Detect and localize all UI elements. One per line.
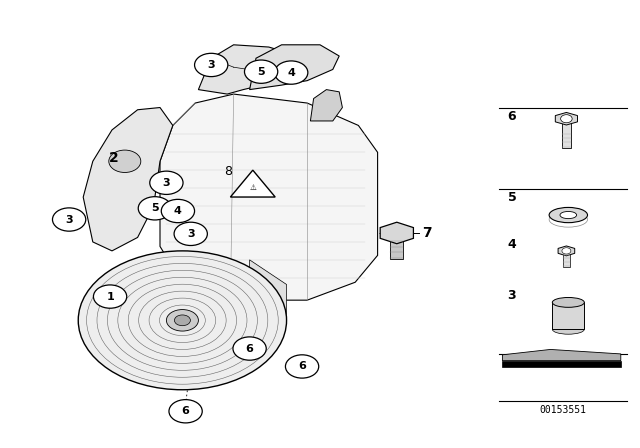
Circle shape [561, 115, 572, 123]
Polygon shape [230, 170, 275, 197]
Text: 4: 4 [174, 206, 182, 216]
Circle shape [195, 53, 228, 77]
Text: 5: 5 [257, 67, 265, 77]
Polygon shape [502, 349, 621, 361]
Ellipse shape [166, 310, 198, 331]
Text: 6: 6 [298, 362, 306, 371]
Polygon shape [310, 90, 342, 121]
Polygon shape [160, 94, 378, 300]
Text: 4: 4 [508, 237, 516, 251]
Ellipse shape [552, 297, 584, 307]
Text: 5: 5 [151, 203, 159, 213]
Text: 3: 3 [163, 178, 170, 188]
Ellipse shape [174, 315, 191, 326]
Circle shape [275, 61, 308, 84]
Text: 1: 1 [106, 292, 114, 302]
Polygon shape [198, 45, 298, 94]
Text: 4: 4 [287, 68, 295, 78]
Text: 6: 6 [182, 406, 189, 416]
Circle shape [169, 400, 202, 423]
Text: 3: 3 [65, 215, 73, 224]
Circle shape [174, 222, 207, 246]
Text: 6: 6 [246, 344, 253, 353]
Polygon shape [250, 45, 339, 90]
Polygon shape [83, 108, 173, 251]
Bar [502, 361, 621, 367]
Ellipse shape [560, 211, 577, 219]
Circle shape [109, 150, 141, 172]
Circle shape [562, 248, 571, 254]
Ellipse shape [552, 324, 584, 334]
Text: 5: 5 [508, 190, 516, 204]
Bar [390, 233, 403, 259]
Bar [552, 302, 584, 329]
Text: 8: 8 [224, 164, 232, 178]
Ellipse shape [549, 207, 588, 223]
Circle shape [233, 337, 266, 360]
Circle shape [93, 285, 127, 308]
Polygon shape [558, 246, 575, 256]
Polygon shape [250, 260, 287, 320]
Ellipse shape [78, 251, 287, 390]
Circle shape [244, 60, 278, 83]
Text: 2: 2 [109, 151, 119, 165]
Text: ⚠: ⚠ [250, 183, 256, 192]
Bar [563, 250, 570, 267]
Circle shape [150, 171, 183, 194]
Text: 00153551: 00153551 [540, 405, 587, 415]
Text: 3: 3 [187, 229, 195, 239]
Circle shape [161, 199, 195, 223]
Circle shape [138, 197, 172, 220]
Polygon shape [380, 222, 413, 244]
Text: 3: 3 [207, 60, 215, 70]
Circle shape [285, 355, 319, 378]
Circle shape [52, 208, 86, 231]
Polygon shape [556, 112, 577, 125]
Text: 6: 6 [508, 110, 516, 123]
Text: 3: 3 [508, 289, 516, 302]
Bar [562, 119, 571, 148]
Text: 7: 7 [422, 226, 432, 240]
